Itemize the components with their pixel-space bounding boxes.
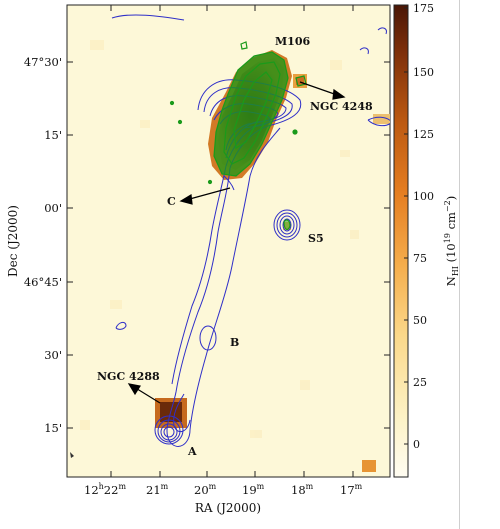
annotation-arrows [127, 81, 346, 404]
colorbar-tick-label: 150 [413, 66, 434, 79]
colorbar-tick-label: 175 [413, 2, 434, 15]
colorbar-tick-label: 100 [413, 190, 434, 203]
x-tick-label: 19m [242, 482, 265, 497]
map-background [66, 4, 391, 478]
colorbar-title: NHI (1019 cm−2) [443, 196, 460, 286]
x-axis-title: RA (J2000) [195, 501, 261, 515]
y-axis-title: Dec (J2000) [6, 205, 20, 277]
y-tick-label: 47°30' [24, 55, 62, 69]
ngc4248-core [296, 77, 304, 85]
panel-edge-line [459, 0, 460, 529]
map-labels: M106 NGC 4248 C S5 B NGC 4288 A [97, 35, 373, 458]
y-tick-label: 46°45' [24, 275, 62, 289]
colorbar-tick-label: 25 [413, 376, 427, 389]
x-tick-label: 17m [340, 482, 363, 497]
colorbar-tick-label: 125 [413, 128, 434, 141]
x-tick-label: 18m [291, 482, 314, 497]
label-ngc4288: NGC 4288 [97, 370, 160, 383]
colorbar-tick-label: 75 [413, 252, 427, 265]
x-tick-label: 21m [146, 482, 169, 497]
label-m106: M106 [275, 35, 310, 48]
corner-emission [362, 460, 376, 472]
label-a: A [187, 445, 197, 458]
y-tick-label: 15' [44, 421, 62, 435]
x-tick-label: 20m [194, 482, 217, 497]
label-s5: S5 [308, 232, 324, 245]
label-c: C [167, 195, 176, 208]
edge-emission [373, 114, 390, 124]
y-tick-labels: 47°30' 15' 00' 46°45' 30' 15' [24, 55, 62, 435]
colorbar-ticks [404, 7, 408, 445]
colorbar-tick-labels: 175 150 125 100 75 50 25 0 [413, 2, 434, 451]
axis-ticks [67, 5, 390, 477]
colorbar-tick-label: 0 [413, 438, 420, 451]
colorbar: 175 150 125 100 75 50 25 0 NHI (1019 cm−… [393, 2, 460, 478]
label-ngc4248: NGC 4248 [310, 100, 373, 113]
x-tick-label: 12h22m [84, 482, 126, 497]
x-tick-labels: 12h22m 21m 20m 19m 18m 17m [84, 482, 363, 497]
map-panel: M106 NGC 4248 C S5 B NGC 4288 A [66, 4, 391, 478]
background-noise [80, 40, 359, 438]
y-tick-label: 30' [44, 348, 62, 362]
corner-marker [70, 452, 74, 458]
y-tick-label: 15' [44, 128, 62, 142]
colorbar-tick-label: 50 [413, 314, 427, 327]
y-tick-label: 00' [44, 201, 62, 215]
colorbar-gradient [393, 4, 409, 478]
label-b: B [230, 336, 239, 349]
